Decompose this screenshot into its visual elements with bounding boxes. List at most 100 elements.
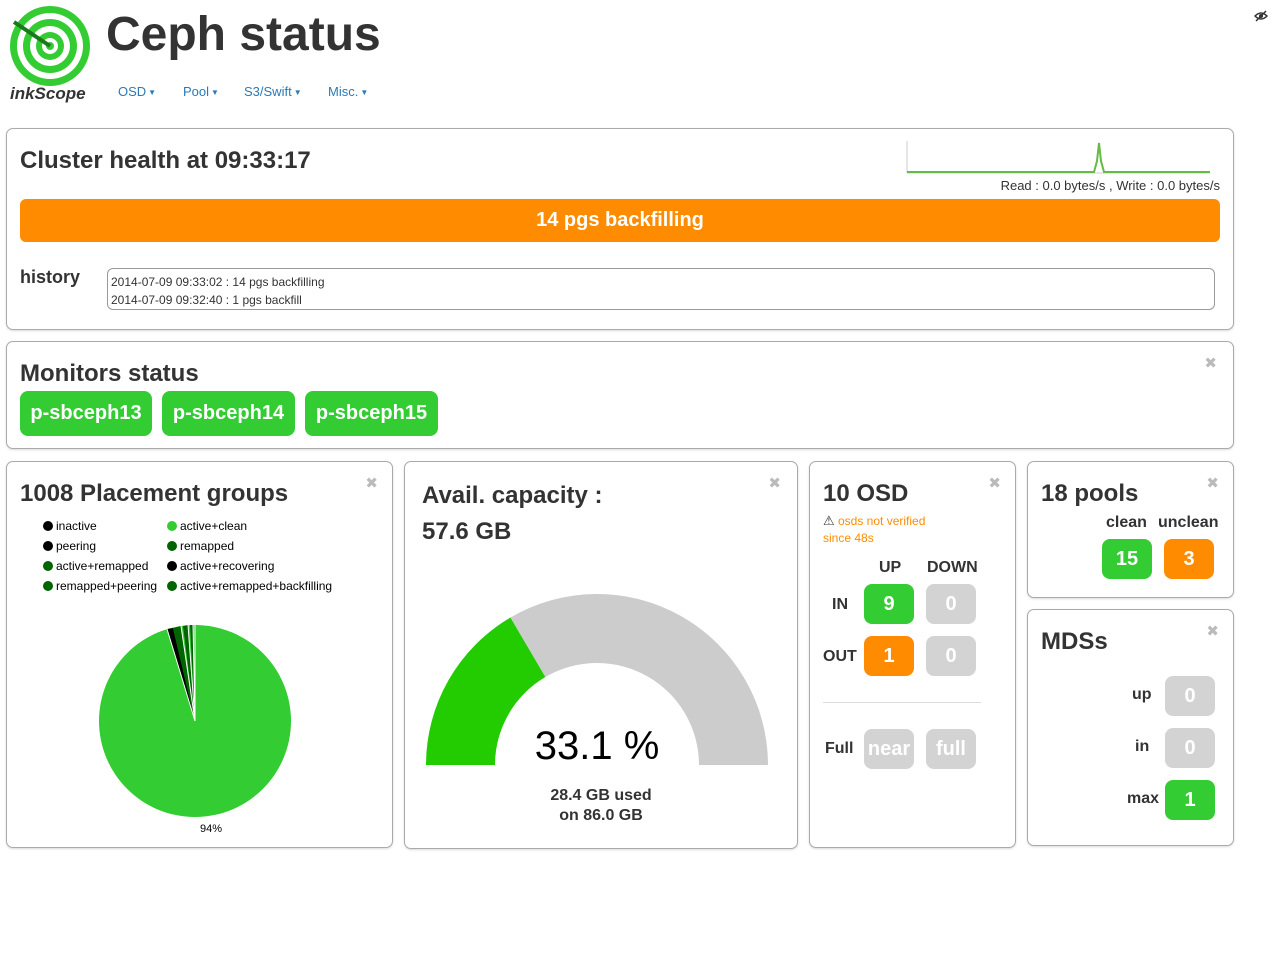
legend-label: remapped+peering <box>56 579 158 593</box>
capacity-percent: 33.1 % <box>534 724 660 768</box>
io-rate: Read : 0.0 bytes/s , Write : 0.0 bytes/s <box>1000 178 1220 193</box>
legend-label: active+clean <box>180 519 248 533</box>
mds-in-badge[interactable]: 0 <box>1165 728 1215 768</box>
osd-warning-text: osds not verified <box>838 514 926 528</box>
pie-percent-label: 94% <box>200 823 223 835</box>
monitor-badge[interactable]: p-sbceph13 <box>20 391 152 436</box>
history-list: 2014-07-09 09:33:02 : 14 pgs backfilling… <box>107 268 1215 310</box>
caret-down-icon: ▼ <box>211 88 219 98</box>
capacity-used: 28.4 GB used <box>550 787 652 804</box>
page-title: Ceph status <box>106 8 381 61</box>
nav-osd[interactable]: OSD ▼ <box>118 84 156 99</box>
nav-misc-label: Misc. <box>328 84 359 99</box>
pie-slice <box>173 626 195 721</box>
legend-dot <box>43 521 53 531</box>
health-title: Cluster health at 09:33:17 <box>20 147 311 174</box>
legend-dot <box>167 561 177 571</box>
legend-label: active+remapped+backfilling <box>180 579 333 593</box>
inkscope-logo: inkScope <box>8 4 98 108</box>
legend-dot <box>43 561 53 571</box>
nav-s3swift[interactable]: S3/Swift ▼ <box>244 84 302 99</box>
legend-dot <box>167 541 177 551</box>
pie-slice <box>183 625 195 721</box>
nav-s3swift-label: S3/Swift <box>244 84 292 99</box>
warning-icon: ⚠ <box>823 513 835 528</box>
pgs-title: 1008 Placement groups <box>20 480 289 507</box>
gauge-used-arc <box>426 617 546 765</box>
osd-divider <box>823 702 981 703</box>
mds-in-label: in <box>1135 738 1150 755</box>
legend-item: active+clean <box>167 519 247 533</box>
legend-item: remapped <box>167 539 234 553</box>
close-icon[interactable]: ✖ <box>365 475 378 492</box>
osd-panel: 10 OSD ✖ ⚠ osds not verified since 48s U… <box>809 461 1016 848</box>
osd-in-down-badge[interactable]: 0 <box>926 584 976 624</box>
legend-item: peering <box>43 539 96 553</box>
capacity-title: Avail. capacity : <box>422 482 603 509</box>
pgs-pie-chart <box>99 624 291 817</box>
nav-misc[interactable]: Misc. ▼ <box>328 84 368 99</box>
mds-up-label: up <box>1132 686 1152 703</box>
osd-out-up-badge[interactable]: 1 <box>864 636 914 676</box>
osd-warning-since: since 48s <box>823 531 874 545</box>
capacity-gauge <box>426 594 768 765</box>
pools-unclean-badge[interactable]: 3 <box>1164 539 1214 579</box>
pools-panel: 18 pools ✖ clean unclean 15 3 <box>1027 461 1234 598</box>
pools-clean-label: clean <box>1106 514 1147 531</box>
legend-label: active+remapped <box>56 559 149 573</box>
legend-dot <box>167 521 177 531</box>
legend-item: active+remapped <box>43 559 148 573</box>
pools-unclean-label: unclean <box>1158 514 1219 531</box>
legend-item: remapped+peering <box>43 579 157 593</box>
legend-dot <box>167 581 177 591</box>
osd-row-out: OUT <box>823 648 857 665</box>
capacity-avail: 57.6 GB <box>422 518 512 545</box>
osd-near-badge[interactable]: near <box>864 729 914 769</box>
osd-in-up-badge[interactable]: 9 <box>864 584 914 624</box>
caret-down-icon: ▼ <box>293 88 302 98</box>
eye-icon[interactable] <box>1253 9 1269 26</box>
close-icon[interactable]: ✖ <box>1206 623 1219 640</box>
logo-text: inkScope <box>10 84 86 103</box>
close-icon[interactable]: ✖ <box>1204 355 1217 372</box>
monitor-badge[interactable]: p-sbceph15 <box>305 391 438 436</box>
capacity-total: on 86.0 GB <box>559 807 643 824</box>
caret-down-icon: ▼ <box>148 88 157 98</box>
health-status-bar: 14 pgs backfilling <box>20 199 1220 242</box>
close-icon[interactable]: ✖ <box>1206 475 1219 492</box>
mds-max-badge[interactable]: 1 <box>1165 780 1215 820</box>
pools-clean-badge[interactable]: 15 <box>1102 539 1152 579</box>
mds-title: MDSs <box>1041 628 1108 655</box>
mds-max-label: max <box>1127 790 1160 807</box>
mds-up-badge[interactable]: 0 <box>1165 676 1215 716</box>
io-sparkline <box>906 141 1210 174</box>
monitors-title: Monitors status <box>20 360 199 387</box>
osd-full-label: Full <box>825 740 854 757</box>
osd-row-in: IN <box>832 596 848 613</box>
osd-out-down-badge[interactable]: 0 <box>926 636 976 676</box>
history-label: history <box>20 267 81 287</box>
monitor-badge[interactable]: p-sbceph14 <box>162 391 295 436</box>
gauge-free-arc <box>510 594 768 765</box>
legend-dot <box>43 541 53 551</box>
legend-item: active+recovering <box>167 559 274 573</box>
nav-pool-label: Pool <box>183 84 210 99</box>
history-entry: 2014-07-09 09:32:40 : 1 pgs backfill <box>111 293 302 307</box>
legend-item: active+remapped+backfilling <box>167 579 332 593</box>
osd-col-up: UP <box>879 559 902 576</box>
legend-label: peering <box>56 539 97 553</box>
capacity-panel: Avail. capacity : 57.6 GB ✖ 33.1 % 28.4 … <box>404 461 798 849</box>
osd-col-down: DOWN <box>927 559 978 576</box>
nav-pool[interactable]: Pool ▼ <box>183 84 219 99</box>
monitors-panel: Monitors status ✖ p-sbceph13 p-sbceph14 … <box>6 341 1234 449</box>
close-icon[interactable]: ✖ <box>988 475 1001 492</box>
osd-title: 10 OSD <box>823 480 909 507</box>
caret-down-icon: ▼ <box>360 88 369 98</box>
mds-panel: MDSs ✖ up in max 0 0 1 <box>1027 609 1234 846</box>
close-icon[interactable]: ✖ <box>768 475 781 492</box>
history-entry: 2014-07-09 09:33:02 : 14 pgs backfilling <box>111 275 325 289</box>
legend-label: inactive <box>56 519 97 533</box>
osd-full-badge[interactable]: full <box>926 729 976 769</box>
legend-label: active+recovering <box>180 559 275 573</box>
nav-osd-label: OSD <box>118 84 147 99</box>
